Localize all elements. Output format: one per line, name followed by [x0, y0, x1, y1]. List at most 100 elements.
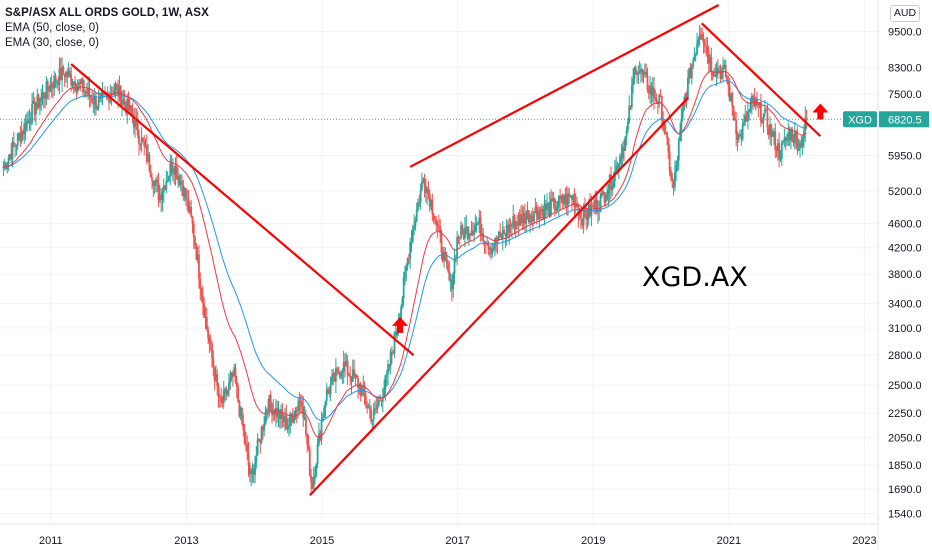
- candle-body-down: [74, 81, 77, 90]
- candle-body-down: [216, 373, 219, 386]
- candle-body-up: [228, 382, 230, 390]
- candle-body-down: [726, 76, 728, 82]
- candle-body-down: [602, 191, 605, 193]
- candle-body-down: [379, 399, 382, 401]
- candle-body-up: [126, 98, 129, 114]
- price-tick-label: 5950.0: [888, 150, 922, 162]
- candle-body-down: [427, 188, 430, 194]
- candle-body-up: [367, 406, 370, 408]
- candle-body-down: [636, 73, 638, 75]
- candle-body-down: [760, 102, 762, 123]
- currency-badge[interactable]: AUD: [890, 5, 920, 22]
- candle-body-down: [192, 223, 195, 238]
- candle-body-up: [762, 113, 765, 123]
- candle-body-up: [3, 163, 6, 167]
- candle-body-up: [746, 111, 749, 122]
- price-axis[interactable]: 1540.0 1690.0 1850.0 2050.0 2250.0 2500.0 2800…: [877, 0, 922, 550]
- candle-body-up: [642, 73, 645, 75]
- candle-body-down: [551, 198, 554, 202]
- candle-body-down: [770, 124, 773, 137]
- candle-body-down: [653, 87, 655, 98]
- candle-body-up: [529, 215, 532, 223]
- candle-body-down: [44, 98, 47, 100]
- symbol-title[interactable]: S&P/ASX ALL ORDS GOLD, 1W, ASX: [5, 7, 209, 19]
- candle-body-up: [421, 182, 423, 190]
- candle-body-down: [753, 97, 756, 106]
- candle-body-down: [62, 66, 65, 74]
- candle-body-down: [576, 203, 578, 208]
- candle-body-down: [19, 133, 22, 142]
- candle-body-up: [168, 175, 170, 181]
- candle-body-up: [362, 386, 365, 388]
- candle-body-up: [743, 122, 745, 125]
- up-arrows: [392, 103, 829, 333]
- candle-body-up: [564, 194, 567, 204]
- candle-body-up: [109, 95, 112, 103]
- candle-body-up: [632, 78, 635, 86]
- candle-body-up: [316, 444, 319, 465]
- candle-body-up: [508, 224, 511, 233]
- candle-body-down: [559, 196, 562, 200]
- candle-body-down: [207, 329, 209, 339]
- candle-body-down: [366, 404, 369, 408]
- candle-body-down: [521, 214, 524, 224]
- candle-body-up: [7, 157, 10, 164]
- candle-body-down: [423, 178, 426, 187]
- candle-body-down: [194, 237, 196, 246]
- candle-body-down: [48, 89, 50, 92]
- candle-body-down: [451, 279, 453, 290]
- candle-body-up: [36, 95, 39, 107]
- candle-body-down: [273, 409, 276, 416]
- time-tick-label: 2011: [39, 535, 63, 547]
- price-tick-label: 3400.0: [888, 299, 922, 311]
- indicator-ema50-label[interactable]: EMA (50, close, 0): [5, 22, 99, 34]
- candle-body-down: [483, 240, 486, 242]
- candle-body-down: [660, 95, 663, 120]
- candle-body-down: [198, 254, 200, 279]
- ema30-line: [3, 70, 807, 438]
- candle-body-down: [125, 104, 127, 114]
- candle-body-down: [548, 203, 551, 216]
- candle-body-down: [310, 475, 312, 483]
- candle-body-up: [277, 409, 280, 418]
- candle-body-down: [221, 402, 224, 404]
- candle-body-down: [151, 177, 153, 181]
- candle-body-up: [453, 257, 456, 274]
- candle-body-up: [256, 439, 259, 455]
- time-axis[interactable]: 2011 2013 2015 2017 2019 2021 2023: [0, 523, 878, 547]
- candle-body-up: [467, 233, 470, 239]
- candle-body-down: [418, 202, 421, 204]
- candle-body-down: [432, 214, 435, 220]
- indicator-ema30-label[interactable]: EMA (30, close, 0): [5, 37, 99, 49]
- time-tick-label: 2023: [852, 535, 876, 547]
- candle-body-up: [698, 34, 701, 40]
- trendlines: [70, 4, 822, 496]
- candle-body-down: [242, 423, 245, 431]
- candle-body-down: [778, 143, 781, 159]
- candle-body-down: [728, 85, 731, 101]
- candle-body-down: [530, 215, 533, 217]
- candle-body-up: [773, 131, 775, 133]
- candle-body-up: [694, 53, 697, 56]
- candle-body-down: [225, 388, 228, 395]
- candle-body-up: [324, 400, 327, 408]
- candle-body-up: [594, 199, 597, 210]
- candle-body-up: [9, 153, 11, 158]
- candle-body-up: [572, 194, 575, 200]
- candle-body-up: [100, 93, 103, 97]
- candle-body-down: [745, 115, 748, 122]
- candle-body-up: [607, 189, 610, 195]
- candle-body-up: [748, 109, 751, 112]
- candle-body-up: [320, 421, 323, 440]
- candle-body-up: [496, 240, 499, 243]
- candle-body-up: [72, 81, 75, 85]
- candle-body-down: [603, 192, 606, 203]
- candle-body-down: [370, 409, 372, 422]
- candle-body-down: [212, 358, 215, 368]
- trendline: [700, 22, 822, 137]
- candle-body-down: [440, 233, 443, 253]
- candle-body-up: [222, 390, 225, 403]
- candle-body-up: [122, 99, 125, 102]
- candle-body-down: [63, 73, 66, 78]
